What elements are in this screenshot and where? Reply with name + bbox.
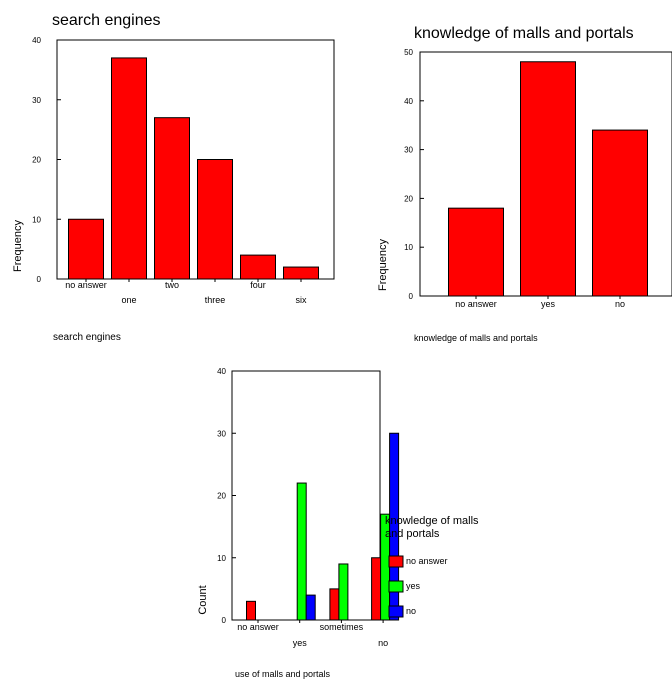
chart1-y-axis-label: Frequency [12,220,24,272]
chart3-y-axis-label: Count [197,585,209,614]
chart-knowledge-of-malls: knowledge of malls and portals Frequency… [377,25,672,343]
chart1-x-axis-label: search engines [53,332,121,343]
chart3-x-axis-label: use of malls and portals [235,669,331,679]
y-tick-label: 40 [404,97,413,106]
x-tick-label-no-answer: no answer [65,280,107,290]
y-tick-label: 40 [32,36,41,45]
chart1-title: search engines [52,12,161,29]
chart3-legend: knowledge of malls and portals no answer… [385,515,479,618]
chart2-x-axis-label: knowledge of malls and portals [414,333,538,343]
y-tick-label: 30 [404,146,413,155]
legend-swatch-no [388,605,404,618]
y-tick-label: 30 [217,429,226,438]
bar-no-answer [448,207,504,297]
bar-no-answer [68,218,104,280]
y-tick-label: 10 [404,243,413,252]
legend-title-line1: knowledge of malls [385,515,479,527]
chart2-y-axis-label: Frequency [377,239,389,291]
bar-six [283,266,319,280]
x-tick-label-one: one [121,295,136,305]
x-tick-label-no: no [378,638,388,648]
bar-yes-yes [296,482,307,621]
x-tick-label-two: two [165,280,179,290]
chart2-title: knowledge of malls and portals [414,25,634,42]
y-tick-label: 20 [217,492,226,501]
y-tick-label: 50 [404,48,413,57]
x-tick-label-yes: yes [293,638,308,648]
bar-three [197,159,233,280]
y-tick-label: 0 [222,616,227,625]
bar-yes [520,61,576,297]
bar-no [592,129,648,297]
y-tick-label: 0 [409,292,414,301]
bar-four [240,254,276,280]
y-tick-label: 20 [32,156,41,165]
bar-yes-no [305,594,316,621]
bar-sometimes-yes [338,563,349,621]
y-tick-label: 40 [217,367,226,376]
chart-use-of-malls: Count use of malls and portals 0 10 20 30 40… [197,367,479,679]
x-tick-label-no-answer: no answer [237,622,279,632]
chart-search-engines: search engines Frequency search engines … [12,12,335,343]
x-tick-label-no-answer: no answer [455,299,497,309]
bar-sometimes-no-answer [329,588,340,621]
legend-label-no: no [406,606,416,616]
y-tick-label: 30 [32,96,41,105]
legend-label-no-answer: no answer [406,556,448,566]
legend-swatch-yes [388,580,404,593]
x-tick-label-six: six [296,295,307,305]
bar-no-no [389,432,400,621]
y-tick-label: 10 [217,554,226,563]
bar-no-answer-no-answer [246,600,256,621]
x-tick-label-no: no [615,299,625,309]
x-tick-label-sometimes: sometimes [320,622,364,632]
x-tick-label-yes: yes [541,299,556,309]
y-tick-label: 10 [32,215,41,224]
y-tick-label: 0 [37,275,42,284]
bar-no-no-answer [371,557,382,621]
bar-one [111,57,147,280]
legend-swatch-no-answer [388,555,404,568]
bar-two [154,117,190,280]
legend-title-line2: and portals [385,528,440,540]
x-tick-label-four: four [250,280,266,290]
x-tick-label-three: three [205,295,226,305]
y-tick-label: 20 [404,194,413,203]
legend-label-yes: yes [406,581,421,591]
